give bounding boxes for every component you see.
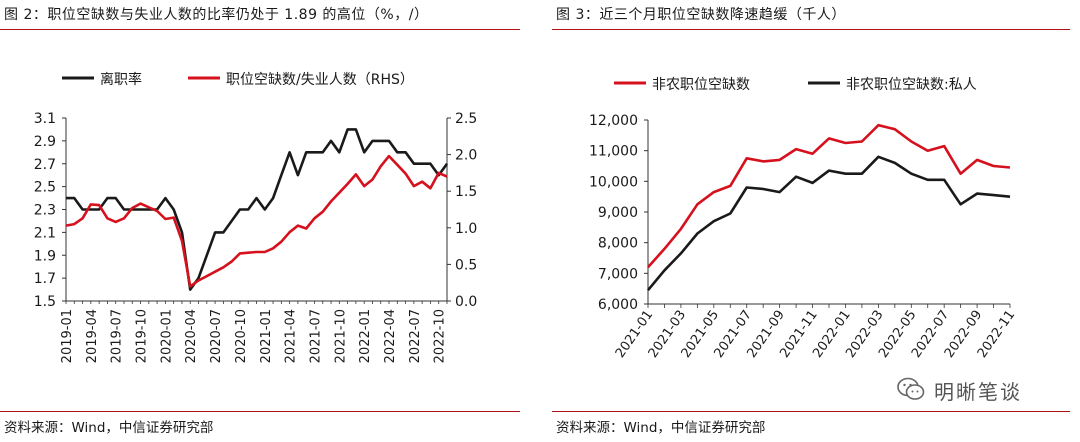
- left-y-tick-label: 1.9: [34, 248, 56, 264]
- legend-label-nonfarm-openings: 非农职位空缺数: [652, 77, 750, 93]
- private-openings-line: [646, 155, 1011, 292]
- left-y-tick-label: 2.5: [34, 180, 56, 196]
- x-tick-label: 2021-04: [284, 309, 299, 363]
- x-tick-label: 2020-10: [234, 309, 249, 363]
- right-source: 资料来源：Wind，中信证券研究部: [556, 420, 766, 436]
- left-chart: 离职率 职位空缺数/失业人数（RHS） 3.1 2.9 2.7 2.5 2.3 2.1 1.…: [34, 71, 478, 363]
- right-y-tick-label: 0.5: [455, 257, 477, 273]
- y-tick-label: 7,000: [598, 266, 638, 282]
- y-tick-label: 9,000: [598, 205, 638, 221]
- x-tick-label: 2022-01: [358, 309, 373, 363]
- x-tick-label: 2019-10: [135, 309, 150, 363]
- right-title-rule: [552, 29, 1070, 30]
- x-tick-label: 2020-01: [159, 309, 174, 363]
- x-tick-label: 2020-07: [209, 309, 224, 363]
- x-tick-label: 2019-01: [60, 309, 75, 363]
- left-title-rule: [0, 29, 520, 30]
- left-chart-title: 图 2：职位空缺数与失业人数的比率仍处于 1.89 的高位（%，/）: [4, 7, 429, 23]
- y-tick-label: 10,000: [589, 174, 638, 190]
- watermark-text: 明晰笔谈: [934, 380, 1022, 404]
- left-source: 资料来源：Wind，中信证券研究部: [4, 420, 214, 436]
- left-y-tick-label: 2.9: [34, 134, 56, 150]
- left-y-tick-label: 2.7: [34, 157, 56, 173]
- y-tick-label: 6,000: [598, 297, 638, 313]
- right-chart-panel: 图 3：近三个月职位空缺数降速趋缓（千人） 非农职位空缺数 非农职位空缺数:私人…: [552, 0, 1070, 442]
- left-y-tick-label: 2.1: [34, 225, 56, 241]
- right-chart-title: 图 3：近三个月职位空缺数降速趋缓（千人）: [556, 7, 846, 23]
- y-tick-label: 12,000: [589, 113, 638, 129]
- right-y-tick-label: 0.0: [455, 294, 477, 310]
- x-tick-label: 2021-10: [333, 309, 348, 363]
- right-y-tick-label: 1.0: [455, 221, 477, 237]
- right-chart: 非农职位空缺数 非农职位空缺数:私人 12,000 11,000 10,000 9,0…: [589, 77, 1018, 361]
- turnover-rate-line: [66, 128, 449, 291]
- x-tick-label: 2021-07: [308, 309, 323, 363]
- right-y-tick-label: 2.0: [455, 148, 477, 164]
- x-tick-label: 2019-04: [85, 309, 100, 363]
- left-source-rule: [0, 411, 520, 412]
- legend-label-turnover: 离职率: [100, 71, 142, 88]
- left-legend: 离职率 职位空缺数/失业人数（RHS）: [62, 71, 414, 88]
- x-tick-label: 2022-07: [408, 309, 423, 363]
- x-tick-label: 2019-07: [110, 309, 125, 363]
- watermark: 明晰笔谈: [896, 374, 1056, 406]
- left-y-tick-label: 1.5: [34, 294, 56, 310]
- left-y-tick-label: 3.1: [34, 111, 56, 127]
- y-tick-label: 8,000: [598, 236, 638, 252]
- y-tick-label: 11,000: [589, 144, 638, 160]
- x-tick-label: 2022-04: [383, 309, 398, 363]
- wechat-icon: [897, 377, 925, 400]
- right-y-tick-label: 1.5: [455, 184, 477, 200]
- right-y-tick-label: 2.5: [455, 111, 477, 127]
- right-legend: 非农职位空缺数 非农职位空缺数:私人: [614, 77, 977, 93]
- right-source-rule: [552, 411, 1070, 412]
- x-tick-label: 2021-01: [259, 309, 274, 363]
- left-chart-panel: 图 2：职位空缺数与失业人数的比率仍处于 1.89 的高位（%，/） 离职率 职…: [0, 0, 520, 442]
- legend-label-vacancy-ratio: 职位空缺数/失业人数（RHS）: [226, 72, 414, 88]
- x-tick-label: 2022-10: [433, 309, 448, 363]
- left-y-tick-label: 1.7: [34, 271, 56, 287]
- x-tick-label: 2020-04: [184, 309, 199, 363]
- vacancy-unemployment-ratio-line: [65, 154, 448, 288]
- nonfarm-openings-line: [647, 123, 1011, 269]
- legend-label-private-openings: 非农职位空缺数:私人: [846, 77, 977, 93]
- left-y-tick-label: 2.3: [34, 203, 56, 219]
